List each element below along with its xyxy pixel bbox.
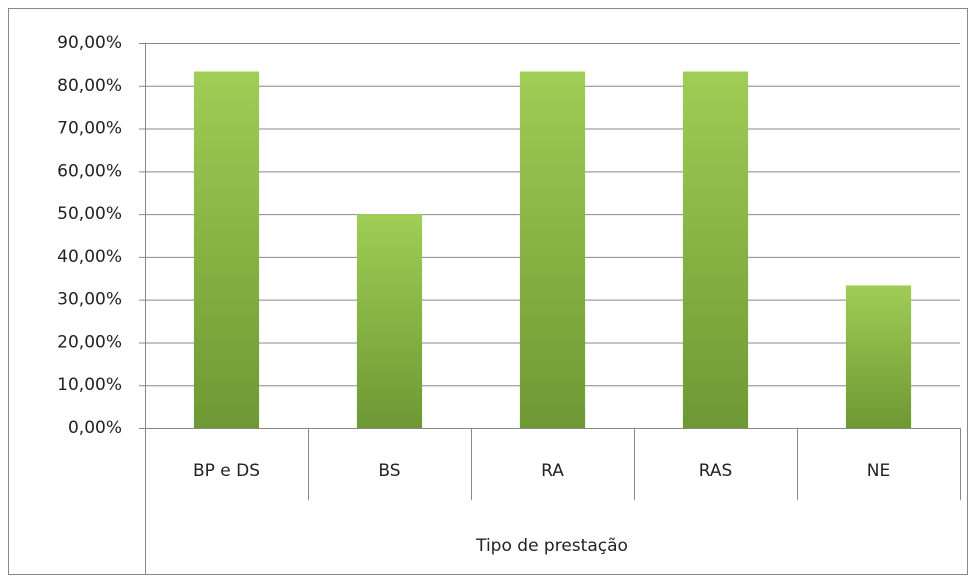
x-tick-label: RA (541, 461, 564, 481)
y-tick-label: 20,00% (57, 332, 122, 352)
y-tick-label: 90,00% (57, 33, 122, 53)
x-tick-label: NE (867, 461, 890, 481)
bar (356, 214, 423, 428)
y-tick-label: 0,00% (68, 418, 122, 438)
bar (682, 71, 749, 428)
x-axis-title: Tipo de prestação (475, 536, 628, 556)
y-tick-label: 70,00% (57, 119, 122, 139)
bar (845, 285, 912, 428)
y-tick-label: 80,00% (57, 76, 122, 96)
bar (519, 71, 586, 428)
y-tick-label: 30,00% (57, 290, 122, 310)
y-tick-label: 10,00% (57, 375, 122, 395)
y-tick-label: 50,00% (57, 204, 122, 224)
x-tick-label: RAS (699, 461, 733, 481)
x-tick-label: BS (378, 461, 400, 481)
chart-frame (8, 8, 968, 575)
bar (193, 71, 260, 428)
y-tick-label: 40,00% (57, 247, 122, 267)
y-tick-label: 60,00% (57, 161, 122, 181)
x-tick-label: BP e DS (193, 461, 260, 481)
